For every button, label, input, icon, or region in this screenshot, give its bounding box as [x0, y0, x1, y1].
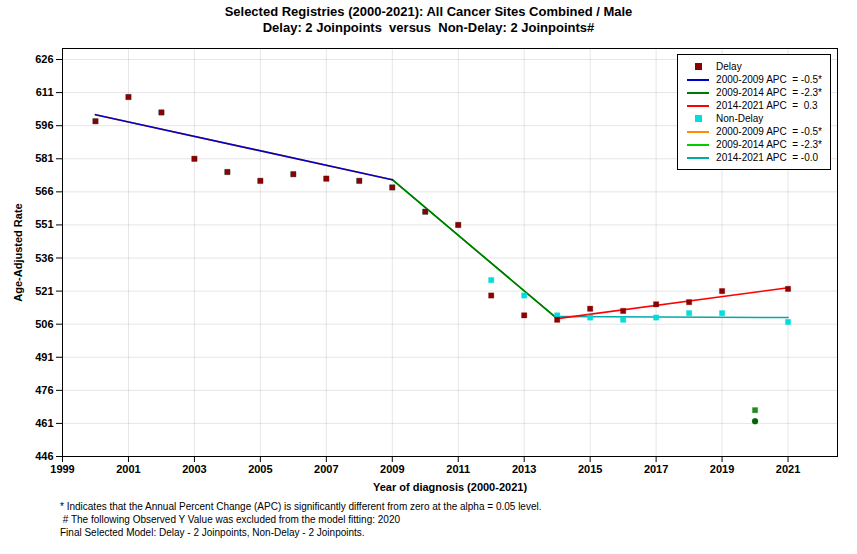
html-text:Selected Registries (2000-2021: Selected Registries (2000-2021): All Can… [224, 4, 633, 19]
svg-text:Year of diagnosis (2000-2021): Year of diagnosis (2000-2021) [373, 481, 527, 493]
svg-text:551: 551 [35, 218, 53, 230]
svg-text:536: 536 [35, 252, 53, 264]
html-text:2014-2021 APC = -0.0: 2014-2021 APC = -0.0 [716, 152, 819, 163]
svg-text:2021: 2021 [776, 463, 800, 475]
svg-text:2011: 2011 [446, 463, 470, 475]
svg-text:2019: 2019 [710, 463, 734, 475]
html-text:2000-2009 APC = -0.5*: 2000-2009 APC = -0.5* [716, 74, 822, 85]
html-text:* Indicates that the Annual Pe: * Indicates that the Annual Percent Chan… [60, 501, 542, 512]
svg-text:Age-Adjusted Rate: Age-Adjusted Rate [12, 203, 24, 301]
svg-text:2007: 2007 [314, 463, 338, 475]
svg-text:596: 596 [35, 119, 53, 131]
svg-text:2013: 2013 [512, 463, 536, 475]
html-text:# The following Observed Y Val: # The following Observed Y Value was exc… [60, 514, 400, 525]
svg-text:476: 476 [35, 384, 53, 396]
html-text:Final Selected Model: Delay -: Final Selected Model: Delay - 2 Joinpoin… [60, 527, 365, 538]
svg-text:461: 461 [35, 417, 53, 429]
html-text:Delay: Delay [716, 61, 742, 72]
svg-text:2017: 2017 [644, 463, 668, 475]
svg-text:506: 506 [35, 318, 53, 330]
html-text:2009-2014 APC = -2.3*: 2009-2014 APC = -2.3* [716, 139, 822, 150]
svg-text:446: 446 [35, 450, 53, 462]
svg-text:611: 611 [36, 86, 54, 98]
svg-text:1999: 1999 [50, 463, 74, 475]
svg-text:521: 521 [35, 285, 53, 297]
html-text:Non-Delay: Non-Delay [716, 113, 764, 124]
svg-text:2009: 2009 [380, 463, 404, 475]
svg-text:2003: 2003 [182, 463, 206, 475]
svg-text:2005: 2005 [248, 463, 272, 475]
svg-text:566: 566 [35, 185, 53, 197]
html-text:2009-2014 APC = -2.3*: 2009-2014 APC = -2.3* [716, 87, 822, 98]
html-text:2014-2021 APC = 0.3: 2014-2021 APC = 0.3 [716, 100, 818, 111]
svg-text:626: 626 [35, 53, 53, 65]
html-text:2000-2009 APC = -0.5*: 2000-2009 APC = -0.5* [716, 126, 822, 137]
svg-text:2015: 2015 [578, 463, 602, 475]
svg-text:2001: 2001 [116, 463, 140, 475]
html-text:Delay: 2 Joinpoints versus Non: Delay: 2 Joinpoints versus Non-Delay: 2 … [262, 20, 595, 35]
svg-text:581: 581 [35, 152, 53, 164]
svg-text:491: 491 [35, 351, 53, 363]
